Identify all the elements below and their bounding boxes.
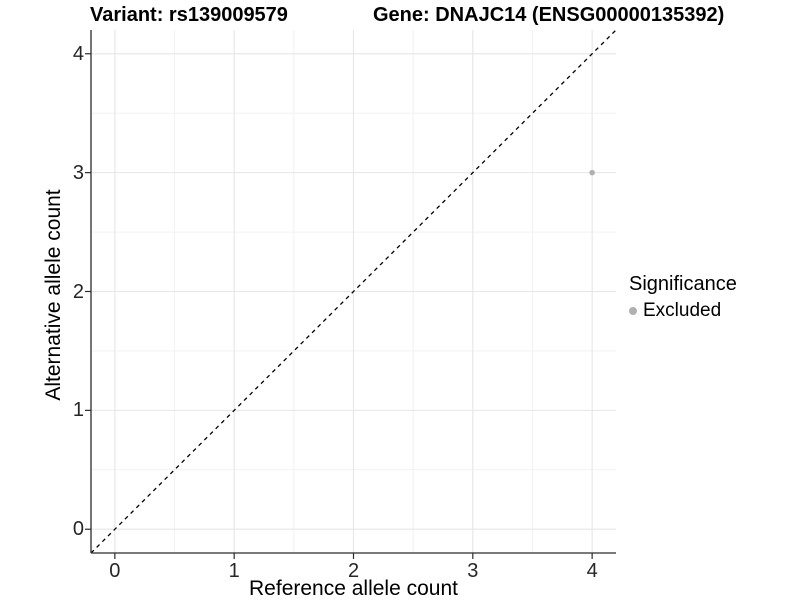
- legend-entry-label: Excluded: [643, 300, 722, 321]
- x-tick-label: 1: [228, 560, 240, 582]
- variant-title: Variant: rs139009579: [90, 4, 288, 26]
- legend-point-icon: [629, 307, 637, 315]
- x-axis-title: Reference allele count: [249, 577, 458, 600]
- gene-title: Gene: DNAJC14 (ENSG00000135392): [373, 4, 725, 26]
- legend: Significance Excluded: [629, 271, 737, 322]
- x-tick-label: 2: [347, 560, 360, 582]
- y-tick-label: 0: [72, 518, 84, 541]
- y-tick-label: 3: [72, 161, 84, 184]
- x-tick-label: 3: [467, 560, 479, 582]
- legend-title: Significance: [629, 273, 737, 295]
- data-point-excluded: [589, 169, 595, 176]
- x-tick-label: 0: [109, 560, 121, 582]
- y-tick-label: 2: [72, 280, 84, 303]
- legend-entry-excluded: Excluded: [629, 300, 737, 322]
- y-tick-label: 4: [72, 42, 84, 65]
- x-tick-label: 4: [586, 560, 598, 582]
- identity-dashed-line: [90, 29, 617, 554]
- y-tick-label: 1: [72, 399, 84, 422]
